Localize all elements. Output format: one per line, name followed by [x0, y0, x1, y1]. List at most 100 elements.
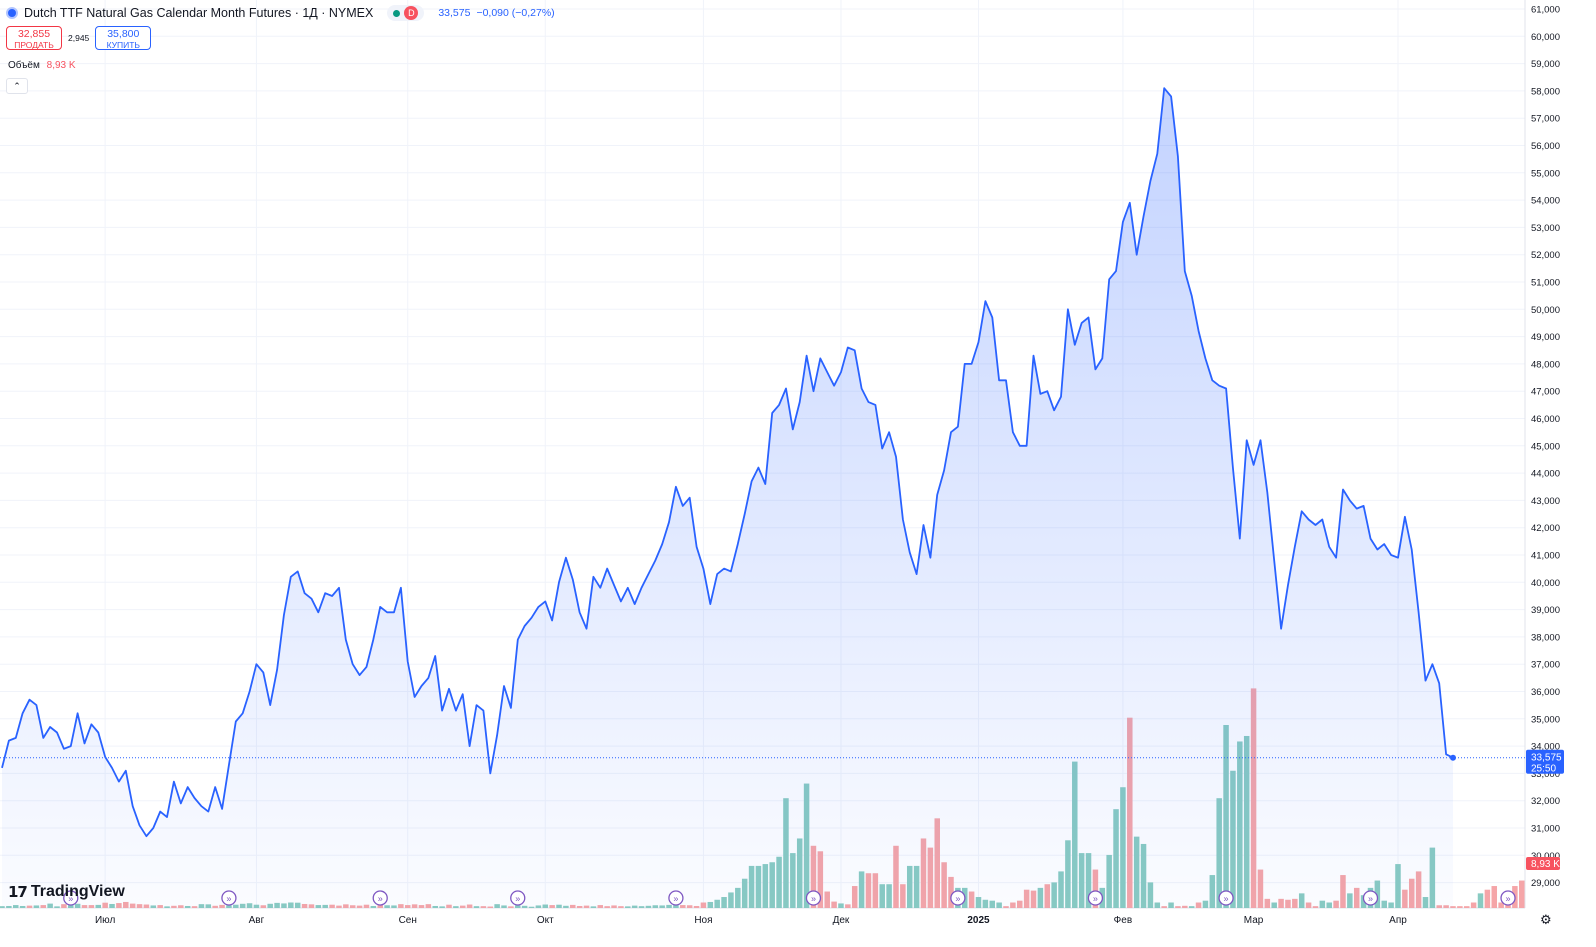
x-tick-label: Авг — [249, 915, 265, 926]
event-icon[interactable]: » — [1362, 890, 1379, 906]
volume-legend[interactable]: Объём 8,93 K — [8, 60, 76, 71]
market-open-icon — [393, 9, 401, 17]
event-icon-glyph: » — [226, 894, 231, 904]
market-status[interactable]: D — [387, 5, 425, 21]
volume-bar — [1457, 906, 1463, 908]
x-tick-label: Июл — [95, 915, 115, 926]
y-tick-label: 30,000 — [1531, 851, 1560, 862]
x-tick-label: Мар — [1244, 915, 1264, 926]
y-tick-label: 40,000 — [1531, 578, 1560, 589]
y-tick-label: 39,000 — [1531, 605, 1560, 616]
price-change: −0,090 (−0,27%) — [476, 7, 555, 19]
event-icon-circle — [1087, 890, 1104, 906]
event-icon-glyph: » — [1506, 894, 1511, 904]
time-axis[interactable]: Июл Авг Сен Окт Ноя Дек 2025 Фев Мар Апр — [95, 915, 1407, 926]
y-tick-label: 50,000 — [1531, 305, 1560, 316]
y-tick-label: 32,000 — [1531, 796, 1560, 807]
volume-bar — [1505, 904, 1511, 908]
buy-price: 35,800 — [107, 28, 140, 40]
settings-icon[interactable]: ⚙ — [1540, 912, 1552, 927]
y-tick-label: 58,000 — [1531, 86, 1560, 97]
volume-bar — [1519, 880, 1525, 908]
volume-bar — [1464, 906, 1470, 908]
event-icon-circle — [510, 890, 526, 906]
event-icon-glyph: » — [955, 894, 960, 904]
last-price-dot — [1450, 754, 1456, 761]
y-tick-label: 49,000 — [1531, 332, 1560, 343]
volume-legend-value: 8,93 K — [46, 60, 76, 71]
price-area — [2, 88, 1453, 908]
event-icon[interactable]: » — [510, 890, 526, 906]
trade-panel: 32,855 ПРОДАТЬ 2,945 35,800 КУПИТЬ — [6, 26, 152, 50]
event-icon[interactable]: » — [63, 890, 79, 906]
event-icon-glyph: » — [1093, 894, 1098, 904]
event-icon[interactable]: » — [805, 890, 822, 906]
y-tick-label: 33,000 — [1531, 769, 1560, 780]
x-tick-label: Сен — [399, 915, 417, 926]
volume-axis-label: 8,93 K — [1531, 859, 1560, 870]
sell-button[interactable]: 32,855 ПРОДАТЬ — [6, 26, 62, 50]
market-badge: D — [404, 6, 419, 20]
event-icon[interactable]: » — [1087, 890, 1104, 906]
event-icon[interactable]: » — [668, 890, 684, 906]
symbol-icon[interactable] — [6, 7, 18, 19]
y-tick-label: 55,000 — [1531, 168, 1560, 179]
tradingview-logo[interactable]: 𝟭𝟳 TradingView — [8, 883, 125, 901]
y-tick-label: 44,000 — [1531, 469, 1560, 480]
event-icon[interactable]: » — [1500, 890, 1516, 906]
event-icon-glyph: » — [378, 894, 383, 904]
price-axis[interactable]: 29,000 30,000 31,000 32,000 33,000 34,000 35,0… — [1531, 5, 1560, 890]
y-tick-label: 38,000 — [1531, 632, 1560, 643]
x-tick-label: Фев — [1114, 915, 1132, 926]
event-icon-glyph: » — [68, 894, 73, 904]
event-icon[interactable]: » — [221, 890, 237, 906]
buy-label: КУПИТЬ — [106, 40, 140, 50]
volume-bar — [1484, 889, 1491, 908]
event-icon-circle — [1362, 890, 1379, 906]
y-tick-label: 51,000 — [1531, 278, 1560, 289]
y-tick-label: 31,000 — [1531, 824, 1560, 835]
event-icon-circle — [668, 890, 684, 906]
logo-text: TradingView — [30, 883, 125, 900]
x-tick-label: 2025 — [967, 915, 990, 926]
volume-label-bg — [1526, 857, 1560, 870]
event-icon-glyph: » — [515, 894, 520, 904]
x-tick-label: Окт — [537, 915, 554, 926]
event-icon-circle — [63, 890, 79, 906]
event-icon-circle — [221, 890, 237, 906]
y-tick-label: 43,000 — [1531, 496, 1560, 507]
event-icon-circle — [1218, 890, 1234, 906]
y-tick-label: 60,000 — [1531, 32, 1560, 43]
event-icon-glyph: » — [673, 894, 678, 904]
y-tick-label: 53,000 — [1531, 223, 1560, 234]
y-tick-label: 47,000 — [1531, 387, 1560, 398]
volume-bar — [1491, 886, 1498, 908]
y-tick-label: 36,000 — [1531, 687, 1560, 698]
y-tick-label: 59,000 — [1531, 59, 1560, 70]
event-icon-glyph: » — [1368, 894, 1373, 904]
event-icon[interactable]: » — [372, 890, 388, 906]
event-icon-circle — [805, 890, 822, 906]
event-icon[interactable]: » — [1218, 890, 1234, 906]
y-tick-label: 34,000 — [1531, 742, 1560, 753]
tradingview-logo-icon: 𝟭𝟳 — [8, 884, 28, 901]
y-tick-label: 52,000 — [1531, 250, 1560, 261]
buy-button[interactable]: 35,800 КУПИТЬ — [95, 26, 152, 50]
y-tick-label: 48,000 — [1531, 359, 1560, 370]
event-icon-circle — [372, 890, 388, 906]
last-price-label-bg — [1526, 749, 1564, 774]
x-tick-label: Ноя — [694, 915, 712, 926]
y-tick-label: 57,000 — [1531, 114, 1560, 125]
y-tick-label: 41,000 — [1531, 551, 1560, 562]
axis-price-labels: 33,575 25:50 8,93 K — [1526, 749, 1564, 870]
y-tick-label: 35,000 — [1531, 714, 1560, 725]
y-tick-label: 46,000 — [1531, 414, 1560, 425]
event-icon[interactable]: » — [950, 890, 966, 906]
symbol-title[interactable]: Dutch TTF Natural Gas Calendar Month Fut… — [24, 6, 374, 20]
events-row: » » » » » » » » » » » — [63, 890, 1516, 906]
spread-value: 2,945 — [68, 33, 90, 43]
collapse-icon[interactable]: ⌃ — [6, 78, 28, 94]
sell-price: 32,855 — [17, 28, 51, 40]
event-icon-circle — [950, 890, 966, 906]
